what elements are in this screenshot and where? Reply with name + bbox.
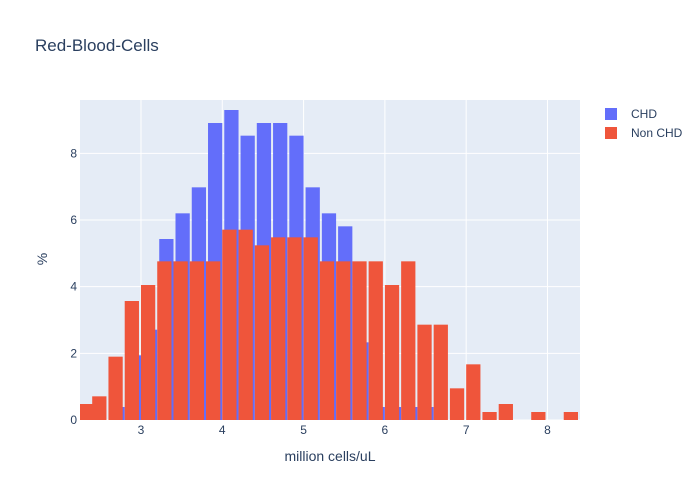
- y-axis-label: %: [34, 253, 50, 265]
- legend-label[interactable]: CHD: [631, 107, 657, 121]
- legend-label[interactable]: Non CHD: [631, 126, 683, 140]
- x-axis-label: million cells/uL: [284, 448, 375, 464]
- x-tick-label: 4: [219, 423, 226, 437]
- bar-non-chd[interactable]: [173, 261, 188, 420]
- y-tick-label: 4: [70, 280, 77, 294]
- bar-non-chd[interactable]: [384, 285, 400, 420]
- bar-non-chd[interactable]: [80, 404, 95, 420]
- bar-non-chd[interactable]: [563, 412, 578, 420]
- legend-swatch[interactable]: [605, 108, 617, 120]
- bar-non-chd[interactable]: [206, 261, 221, 420]
- y-tick-label: 8: [70, 146, 77, 160]
- x-tick-label: 8: [544, 423, 551, 437]
- y-tick-layer: 0 2 4 6 8: [70, 146, 77, 427]
- bar-non-chd[interactable]: [336, 261, 351, 420]
- x-tick-layer: 3 4 5 6 7 8: [138, 423, 552, 437]
- bar-non-chd[interactable]: [531, 412, 546, 420]
- bar-non-chd[interactable]: [449, 388, 465, 420]
- legend[interactable]: CHD Non CHD: [605, 107, 683, 140]
- bar-non-chd[interactable]: [124, 301, 139, 420]
- bar-non-chd[interactable]: [466, 364, 481, 420]
- bar-non-chd[interactable]: [108, 356, 123, 420]
- bar-non-chd[interactable]: [498, 404, 513, 420]
- bars-layer: [80, 110, 578, 420]
- chart-title: Red-Blood-Cells: [35, 36, 159, 55]
- bar-non-chd[interactable]: [303, 237, 318, 420]
- bar-non-chd[interactable]: [319, 261, 335, 420]
- bar-non-chd[interactable]: [417, 324, 432, 420]
- y-tick-label: 2: [70, 346, 77, 360]
- legend-swatch[interactable]: [605, 127, 617, 139]
- bar-non-chd[interactable]: [222, 229, 237, 420]
- x-tick-label: 3: [138, 423, 145, 437]
- x-tick-label: 7: [463, 423, 470, 437]
- bar-non-chd[interactable]: [433, 324, 448, 420]
- bar-non-chd[interactable]: [287, 237, 302, 420]
- y-tick-label: 6: [70, 213, 77, 227]
- bar-non-chd[interactable]: [271, 237, 286, 420]
- bar-non-chd[interactable]: [189, 261, 205, 420]
- bar-non-chd[interactable]: [401, 261, 416, 420]
- bar-non-chd[interactable]: [157, 261, 172, 420]
- bar-non-chd[interactable]: [482, 412, 497, 420]
- bar-non-chd[interactable]: [368, 261, 383, 420]
- bar-non-chd[interactable]: [92, 396, 107, 420]
- bar-non-chd[interactable]: [254, 245, 270, 420]
- bar-non-chd[interactable]: [238, 229, 253, 420]
- y-tick-label: 0: [70, 413, 77, 427]
- bar-non-chd[interactable]: [352, 261, 367, 420]
- x-tick-label: 5: [300, 423, 307, 437]
- x-tick-label: 6: [382, 423, 389, 437]
- bar-non-chd[interactable]: [140, 285, 156, 420]
